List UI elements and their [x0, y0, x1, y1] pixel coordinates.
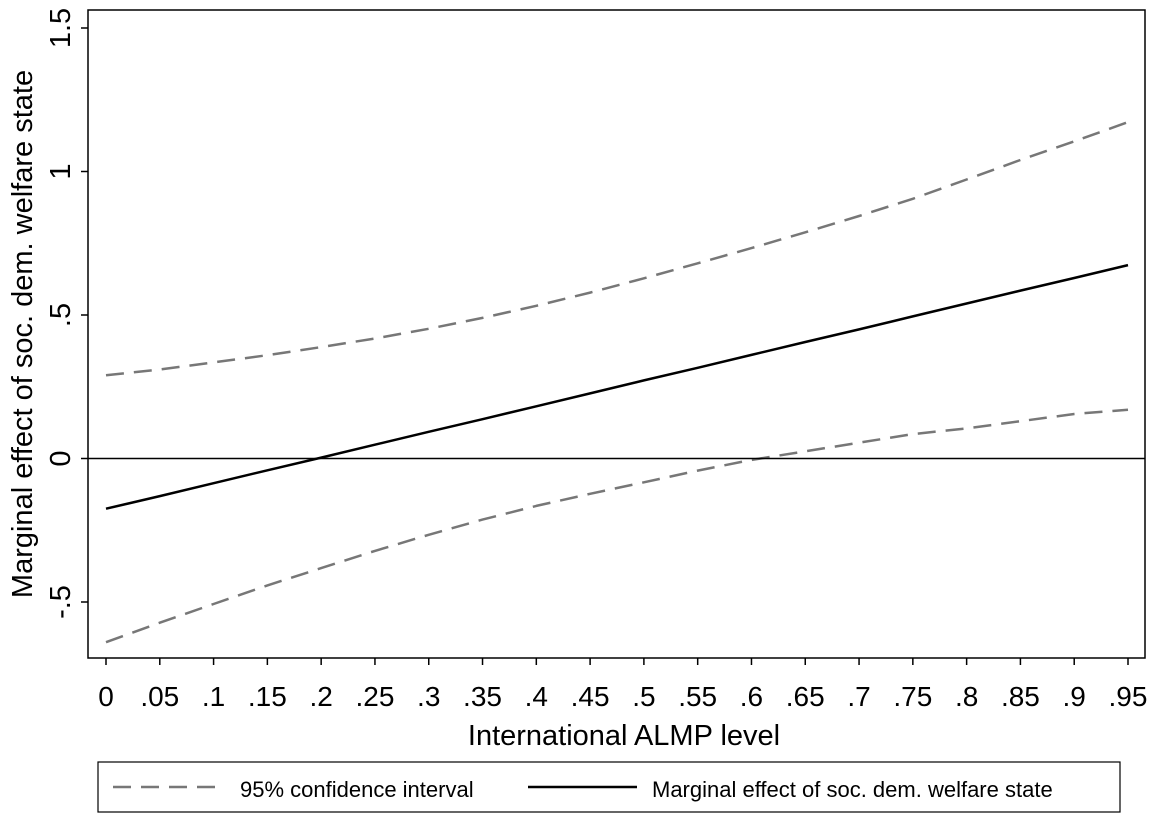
axis-layer: -.5 0 .5 1 1.5 0 .05 .1 .15 .2 .25 .3 .35 .4 .45 .5 .55.… — [45, 8, 1147, 712]
x-tick-label: .9 — [1063, 681, 1086, 712]
x-tick-label: .15 — [248, 681, 287, 712]
x-tick-label: .4 — [525, 681, 548, 712]
x-tick-label: .95 — [1109, 681, 1148, 712]
ci-lower-line — [105, 408, 1129, 644]
plot-area — [87, 9, 1146, 659]
y-tick-label: 1 — [45, 163, 77, 179]
series-layer — [105, 120, 1129, 644]
x-tick-label: .2 — [309, 681, 332, 712]
x-tick-label: .65 — [786, 681, 825, 712]
x-tick-label: .7 — [847, 681, 870, 712]
x-tick-label: .35 — [463, 681, 502, 712]
x-tick-label: .8 — [955, 681, 978, 712]
legend-label-marginal-effect: Marginal effect of soc. dem. welfare sta… — [652, 777, 1053, 802]
x-tick-label: .85 — [1001, 681, 1040, 712]
marginal-effect-line — [105, 263, 1129, 510]
legend: 95% confidence interval Marginal effect … — [97, 761, 1121, 813]
ci-upper-line — [105, 120, 1129, 377]
legend-label-confidence-interval: 95% confidence interval — [240, 777, 474, 802]
y-axis-label: Marginal effect of soc. dem. welfare sta… — [7, 70, 39, 598]
y-tick-label: 1.5 — [45, 8, 77, 48]
x-axis-label: International ALMP level — [468, 720, 780, 752]
x-tick-label: .45 — [571, 681, 610, 712]
x-tick-label: .6 — [740, 681, 763, 712]
y-tick-label: -.5 — [45, 585, 77, 619]
x-tick-label: .5 — [632, 681, 655, 712]
y-tick-label: .5 — [45, 303, 77, 327]
x-tick-label: .3 — [417, 681, 440, 712]
x-tick-label: .75 — [893, 681, 932, 712]
y-tick-label: 0 — [45, 450, 77, 466]
x-tick-label: .05 — [140, 681, 179, 712]
x-tick-label: 0 — [98, 681, 114, 712]
x-tick-label: .25 — [355, 681, 394, 712]
x-tick-label: .55 — [678, 681, 717, 712]
x-tick-label: .1 — [202, 681, 225, 712]
